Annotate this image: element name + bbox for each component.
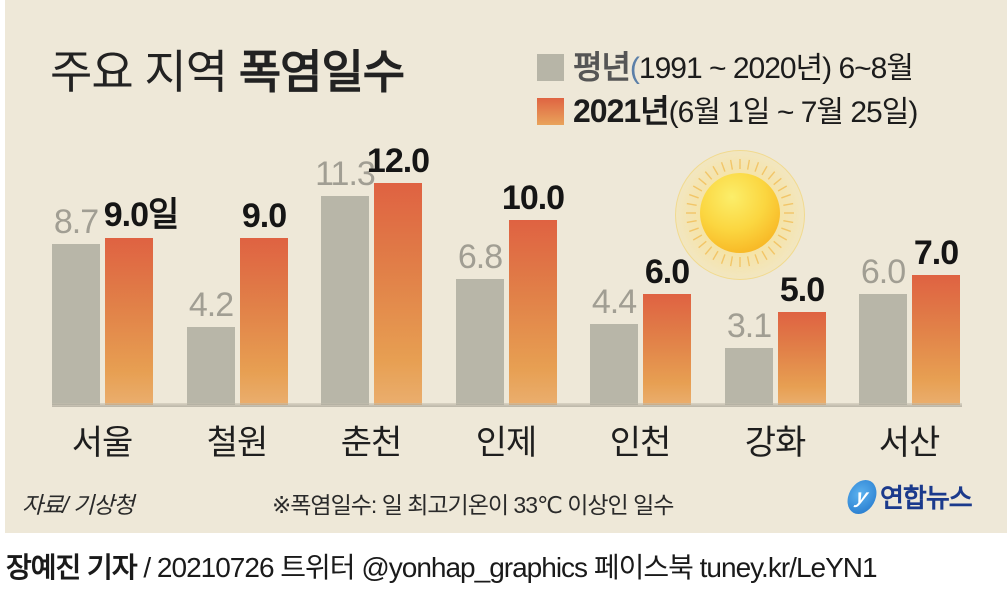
bar-normal bbox=[859, 294, 907, 405]
bar-2021 bbox=[643, 294, 691, 405]
category-label: 서울 bbox=[71, 424, 134, 462]
footnote: ※폭염일수: 일 최고기온이 33℃ 이상인 일수 bbox=[272, 492, 674, 518]
value-label-normal: 6.8 bbox=[457, 238, 503, 276]
yonhap-logo-text: 연합뉴스 bbox=[880, 483, 973, 513]
sun-core bbox=[700, 173, 780, 253]
bar-2021 bbox=[778, 312, 826, 405]
category-label: 춘천 bbox=[340, 424, 403, 462]
value-label-normal: 11.3 bbox=[315, 155, 376, 193]
bar-2021 bbox=[105, 238, 153, 405]
yonhap-logo: y 연합뉴스 bbox=[844, 478, 973, 515]
legend-label-rest: 1991 ~ 2020년) 6~8월 bbox=[638, 52, 914, 85]
value-label-normal: 8.7 bbox=[53, 203, 99, 241]
bar-2021 bbox=[509, 220, 557, 405]
category-label: 인제 bbox=[475, 424, 538, 462]
legend-swatch-orange bbox=[537, 98, 564, 125]
credit-line: 장예진 기자 / 20210726 트위터 @yonhap_graphics 페… bbox=[6, 546, 878, 586]
bar-normal bbox=[187, 327, 235, 405]
value-label-2021: 12.0 bbox=[366, 142, 430, 180]
value-label-normal: 4.2 bbox=[188, 286, 234, 324]
bar-normal bbox=[456, 279, 504, 405]
category-label: 철원 bbox=[206, 424, 269, 462]
legend-label-bold: 2021년 bbox=[573, 93, 670, 129]
value-label-2021: 5.0 bbox=[779, 271, 825, 309]
title-bold: 폭염일수 bbox=[238, 46, 405, 98]
title-light: 주요 지역 bbox=[50, 46, 228, 98]
legend-label-rest: (6월 1일 ~ 7월 25일) bbox=[668, 96, 919, 129]
bar-normal bbox=[590, 324, 638, 405]
category-label: 서산 bbox=[878, 424, 941, 462]
legend-item-2021: 2021년(6월 1일 ~ 7월 25일) bbox=[537, 86, 919, 132]
legend-paren: ( bbox=[629, 52, 640, 85]
value-label-2021: 9.0 bbox=[241, 197, 287, 235]
bar-normal bbox=[52, 244, 100, 405]
yonhap-logo-icon: y bbox=[844, 479, 880, 514]
value-label-2021: 7.0 bbox=[913, 234, 959, 272]
sun-rays-icon bbox=[686, 159, 794, 267]
infographic-panel bbox=[5, 0, 1007, 533]
reporter-name: 장예진 기자 bbox=[6, 552, 138, 583]
legend-swatch-gray bbox=[537, 54, 564, 81]
chart-title: 주요 지역 폭염일수 bbox=[50, 36, 405, 102]
value-label-2021: 9.0일 bbox=[103, 196, 180, 234]
bar-2021 bbox=[374, 183, 422, 405]
sun-icon bbox=[675, 150, 805, 280]
value-label-2021: 6.0 bbox=[644, 253, 690, 291]
bar-normal bbox=[321, 196, 369, 405]
value-label-normal: 3.1 bbox=[726, 307, 772, 345]
value-label-2021: 10.0 bbox=[501, 179, 565, 217]
credit-details: / 20210726 트위터 @yonhap_graphics 페이스북 tun… bbox=[136, 552, 877, 583]
value-label-normal: 6.0 bbox=[860, 253, 906, 291]
bar-2021 bbox=[912, 275, 960, 405]
bar-2021 bbox=[240, 238, 288, 405]
legend-item-normal: 평년(1991 ~ 2020년) 6~8월 bbox=[537, 42, 914, 88]
bar-chart: 8.7 9.0일 서울 4.2 9.0 철원 11.3 12.0 춘천 6.8 10.0 인제 4.4 6… bbox=[52, 142, 960, 462]
chart-baseline bbox=[52, 403, 962, 407]
value-label-normal: 4.4 bbox=[591, 283, 637, 321]
bar-normal bbox=[725, 348, 773, 405]
legend-label-bold: 평년 bbox=[573, 49, 631, 85]
category-label: 강화 bbox=[744, 424, 807, 462]
data-source: 자료/ 기상청 bbox=[22, 492, 135, 518]
category-label: 인천 bbox=[609, 424, 672, 462]
